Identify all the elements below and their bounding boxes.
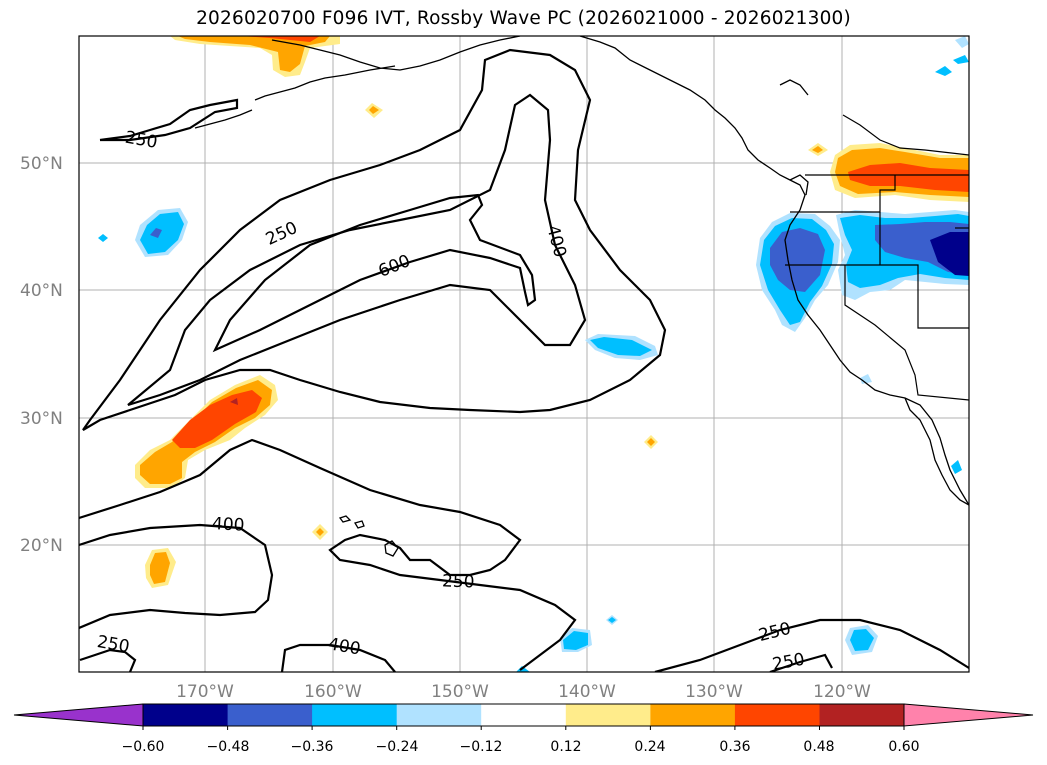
colorbar-segment <box>819 704 905 726</box>
latitude-labels: 50°N 40°N 30°N 20°N <box>20 154 63 556</box>
colorbar-segment <box>650 704 736 726</box>
lon-label: 140°W <box>558 682 616 702</box>
colorbar-tick-label: −0.12 <box>460 739 503 755</box>
colorbar-frame <box>142 703 905 727</box>
colorbar-tick-label: 0.48 <box>803 739 834 755</box>
colorbar-segment <box>565 704 651 726</box>
colorbar-tick-label: 0.60 <box>888 739 919 755</box>
colorbar-segment <box>396 704 482 726</box>
lon-label: 150°W <box>431 682 489 702</box>
lon-label: 130°W <box>685 682 743 702</box>
colorbar-segment <box>481 704 567 726</box>
colorbar-tick-label: 0.12 <box>550 739 581 755</box>
colorbar-segment <box>143 704 229 726</box>
contour-label: 250 <box>442 571 475 592</box>
colorbar-extend-high <box>903 703 1034 727</box>
plot-area <box>79 36 969 672</box>
rossby-pc-shading <box>98 36 969 672</box>
lon-label: 120°W <box>813 682 871 702</box>
colorbar-tick-label: −0.24 <box>376 739 419 755</box>
ivt-contours <box>79 48 969 672</box>
colorbar-tick-label: 0.36 <box>719 739 750 755</box>
colorbar-tick-labels: −0.60 −0.48 −0.36 −0.24 −0.12 0.12 0.24 … <box>122 739 920 755</box>
contour-label: 400 <box>212 514 245 536</box>
map-title: 2026020700 F096 IVT, Rossby Wave PC (202… <box>196 8 851 29</box>
colorbar-tick-label: −0.36 <box>291 739 334 755</box>
longitude-labels: 170°W 160°W 150°W 140°W 130°W 120°W <box>176 682 871 702</box>
colorbar-segment <box>312 704 398 726</box>
lat-label: 20°N <box>20 536 63 556</box>
gridlines <box>79 36 969 672</box>
lon-label: 170°W <box>176 682 234 702</box>
lon-label: 160°W <box>304 682 362 702</box>
lat-label: 30°N <box>20 409 63 429</box>
colorbar-extend-low <box>13 703 144 727</box>
colorbar-tick-label: −0.48 <box>207 739 250 755</box>
lat-label: 50°N <box>20 154 63 174</box>
coastlines <box>194 36 969 557</box>
colorbar-tick-label: −0.60 <box>122 739 165 755</box>
lat-label: 40°N <box>20 281 63 301</box>
colorbar-segment <box>734 704 820 726</box>
colorbar-tick-label: 0.24 <box>634 739 665 755</box>
colorbar-segment <box>227 704 313 726</box>
political-borders <box>785 114 969 401</box>
plot-frame <box>78 35 970 673</box>
colorbar <box>13 703 1034 730</box>
